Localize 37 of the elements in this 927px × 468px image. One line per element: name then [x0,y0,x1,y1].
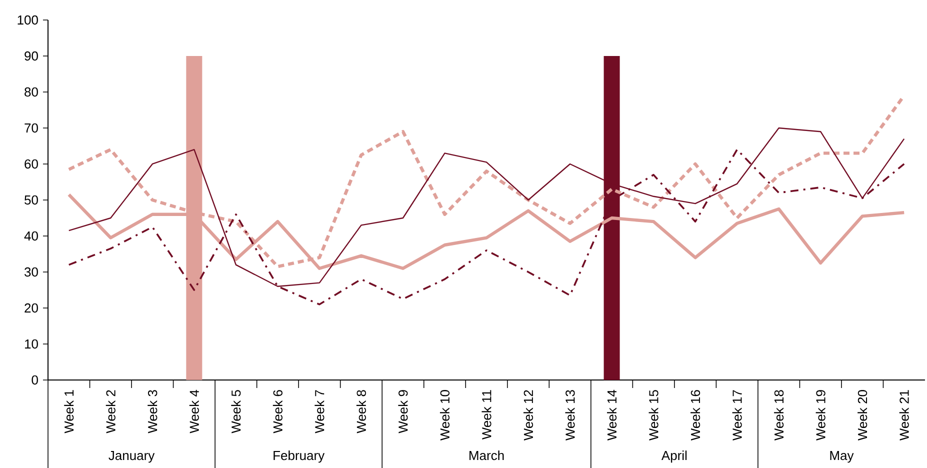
x-tick-label: Week 11 [482,390,492,440]
x-tick-label: Week 14 [607,390,617,441]
y-tick-label: 0 [32,375,38,385]
y-tick-label: 40 [24,231,38,241]
text: May [830,451,854,463]
y-tick-label: 90 [24,51,38,61]
text: March [470,450,504,460]
x-tick-label: Week 16 [690,390,700,441]
x-tick-label: Week 1 [64,390,74,434]
x-tick-label: Week 4 [189,390,199,434]
y-tick-label: 30 [24,267,38,277]
x-tick-label: Week 2 [106,390,116,434]
x-tick-label: Week 8 [356,390,366,434]
x-tick-label: Week 15 [648,390,658,441]
x-tick-label: Week 6 [272,390,282,434]
x-tick-label: Week 12 [523,390,534,441]
x-tick-label: Week 19 [816,390,826,441]
text: February [274,450,325,463]
x-tick-label: Week 21 [899,390,909,441]
y-tick-label: 100 [18,15,38,25]
text: January [108,451,155,463]
x-tick-label: Week 3 [148,390,158,434]
x-tick-label: Week 13 [565,390,575,441]
x-tick-label: Week 18 [774,390,784,441]
x-tick-label: Week 10 [440,390,450,441]
x-tick-label: Week 17 [732,390,742,441]
x-tick-label: Week 7 [314,390,324,434]
y-tick-label: 20 [24,303,38,313]
x-tick-label: Week 5 [231,390,241,434]
y-tick-label: 60 [24,159,38,169]
x-tick-label: Week 9 [398,390,408,434]
y-tick-label: 70 [24,123,38,133]
y-tick-label: 10 [25,339,38,349]
text: April [661,450,687,463]
y-tick-label: 50 [24,195,38,205]
y-tick-label: 80 [24,87,38,97]
x-tick-label: Week 20 [858,390,868,441]
